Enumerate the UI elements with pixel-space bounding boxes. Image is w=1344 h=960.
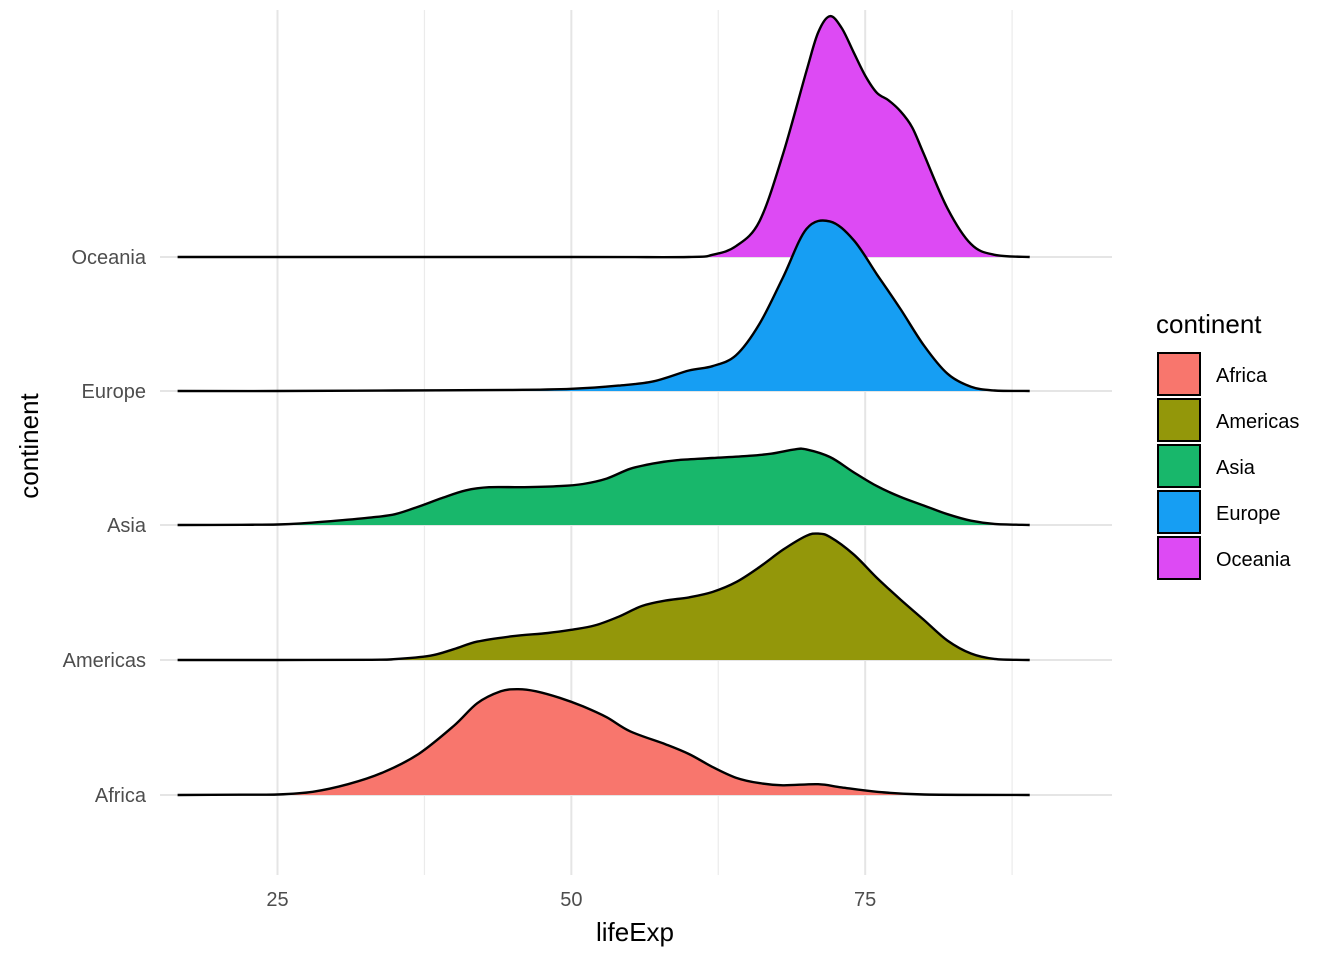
y-tick-label: Americas [63, 650, 146, 672]
legend-label: Oceania [1216, 549, 1291, 571]
legend-item-oceania: Oceania [1157, 536, 1291, 580]
ridge-africa [177, 687, 1030, 797]
legend-item-africa: Africa [1157, 352, 1268, 396]
legend: continent Africa Americas Asia Europe Oceani… [1156, 309, 1299, 580]
legend-item-asia: Asia [1157, 444, 1256, 488]
x-tick-label: 75 [854, 889, 876, 911]
y-tick-label: Africa [95, 785, 147, 807]
legend-swatch [1157, 490, 1201, 534]
x-axis-title: lifeExp [596, 917, 674, 947]
legend-item-europe: Europe [1157, 490, 1281, 534]
legend-swatch [1157, 398, 1201, 442]
legend-title: continent [1156, 309, 1262, 339]
ridge-fill [177, 16, 1030, 258]
x-axis-tick-labels: 25 50 75 [266, 889, 876, 911]
y-tick-label: Asia [107, 515, 147, 537]
y-axis-title: continent [14, 392, 44, 498]
legend-label: Asia [1216, 457, 1256, 479]
y-tick-label: Oceania [72, 247, 147, 269]
ridges [177, 14, 1030, 797]
ridge-fill [177, 533, 1030, 660]
ridge-asia [177, 447, 1030, 527]
ridge-fill [177, 448, 1030, 525]
y-tick-label: Europe [82, 381, 147, 403]
legend-label: Americas [1216, 411, 1299, 433]
ridge-outline [177, 219, 1030, 393]
y-axis-tick-labels: Africa Americas Asia Europe Oceania [63, 247, 147, 807]
x-tick-label: 25 [266, 889, 288, 911]
ridge-oceania [177, 14, 1030, 259]
legend-swatch [1157, 352, 1201, 396]
ridge-outline [177, 687, 1030, 797]
legend-item-americas: Americas [1157, 398, 1299, 442]
legend-swatch [1157, 444, 1201, 488]
legend-label: Africa [1216, 365, 1268, 387]
legend-label: Europe [1216, 503, 1281, 525]
x-tick-label: 50 [560, 889, 582, 911]
legend-items: Africa Americas Asia Europe Oceania [1157, 352, 1299, 580]
ridge-fill [177, 689, 1030, 795]
legend-swatch [1157, 536, 1201, 580]
ridge-europe [177, 219, 1030, 393]
ridge-outline [177, 14, 1030, 259]
ridge-fill [177, 220, 1030, 392]
ridge-outline [177, 447, 1030, 527]
ridge-outline [177, 532, 1030, 662]
ridge-americas [177, 532, 1030, 662]
